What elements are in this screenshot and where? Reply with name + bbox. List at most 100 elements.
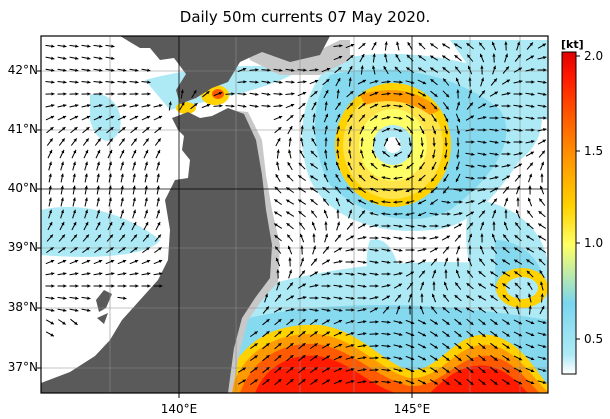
current-arrow-head — [346, 199, 350, 203]
current-arrow-head — [374, 307, 378, 311]
current-arrow-head — [387, 92, 391, 96]
current-arrow-head — [242, 67, 247, 72]
current-arrow-head — [433, 105, 438, 110]
current-arrow-head — [458, 223, 462, 227]
current-arrow-head — [490, 271, 494, 275]
current-arrow-head — [303, 308, 307, 312]
current-arrow-head — [505, 186, 509, 190]
current-arrow-head — [539, 185, 543, 190]
current-arrow-head — [445, 118, 449, 122]
current-arrow-head — [98, 247, 102, 251]
current-arrow-head — [278, 115, 283, 119]
current-arrow-head — [483, 164, 487, 168]
current-arrow-head — [374, 115, 378, 119]
current-arrow-head — [483, 188, 487, 192]
current-arrow-head — [360, 65, 364, 69]
current-arrow-head — [50, 127, 54, 131]
current-arrow-head — [219, 104, 223, 108]
current-arrow-head — [443, 78, 447, 82]
current-arrow-head — [288, 137, 292, 141]
current-arrow-head — [132, 161, 136, 166]
current-arrow-head — [302, 367, 306, 371]
current-arrow-head — [63, 104, 67, 108]
current-arrow-head — [456, 257, 460, 261]
current-arrow-head — [471, 200, 475, 204]
current-arrow-head — [63, 308, 67, 312]
current-arrow-head — [274, 186, 279, 191]
lat-label-40: 40°N — [7, 181, 38, 195]
current-arrow-head — [423, 248, 427, 252]
current-arrow-head — [310, 187, 314, 191]
current-arrow-head — [504, 41, 508, 45]
colorbar — [561, 51, 577, 375]
current-arrow-head — [519, 104, 523, 108]
current-arrow-head — [347, 162, 351, 166]
current-arrow-head — [407, 154, 411, 158]
current-arrow-head — [168, 101, 172, 105]
current-arrow-head — [74, 259, 79, 263]
current-arrow-head — [363, 272, 367, 276]
current-arrow-head — [480, 221, 485, 226]
current-arrow-head — [531, 128, 535, 132]
current-arrow-head — [60, 185, 64, 189]
current-arrow-head — [478, 271, 482, 275]
current-arrow-head — [338, 343, 343, 347]
current-arrow-head — [459, 212, 463, 216]
current-arrow-head — [530, 369, 535, 373]
current-arrow-head — [531, 92, 535, 96]
current-arrow-head — [97, 234, 101, 238]
current-arrow-head — [206, 91, 210, 95]
current-arrow-head — [526, 247, 530, 251]
current-arrow-head — [123, 80, 127, 84]
current-arrow-head — [471, 128, 475, 132]
current-arrow-head — [420, 293, 424, 297]
current-arrow-head — [471, 152, 475, 156]
map-title: Daily 50m currents 07 May 2020. — [179, 8, 431, 26]
current-arrow-head — [445, 106, 449, 110]
current-arrow-head — [467, 65, 471, 70]
current-arrow-head — [542, 368, 547, 372]
current-arrow-head — [48, 197, 52, 201]
current-arrow-head — [275, 257, 279, 262]
current-arrow-head — [358, 199, 362, 203]
current-arrow-head — [410, 380, 415, 385]
current-arrow-head — [133, 222, 137, 226]
current-arrow-head — [470, 333, 474, 337]
current-arrow-head — [290, 355, 294, 359]
current-arrow-head — [156, 185, 160, 189]
current-arrow-head — [303, 296, 307, 300]
current-arrow-head — [492, 209, 497, 214]
current-arrow-head — [481, 210, 485, 214]
current-arrow-head — [528, 185, 532, 189]
current-arrow-head — [433, 258, 437, 262]
colorbar-tick-1-5: 1.5 — [584, 144, 604, 158]
current-arrow-head — [374, 91, 379, 96]
current-arrow-head — [518, 381, 522, 385]
lat-label-38: 38°N — [7, 300, 38, 314]
current-arrow-head — [518, 67, 522, 71]
current-arrow-head — [482, 103, 486, 107]
current-arrow-head — [434, 357, 438, 361]
current-arrow-head — [110, 127, 114, 131]
current-arrow-head — [61, 149, 65, 154]
current-arrow-head — [310, 175, 314, 179]
current-arrow-head — [144, 161, 148, 166]
current-arrow-head — [375, 344, 379, 348]
current-arrow-head — [267, 104, 271, 108]
current-arrow-head — [467, 270, 471, 274]
current-arrow-head — [375, 272, 379, 276]
current-arrow-head — [274, 199, 278, 203]
current-arrow-head — [144, 185, 148, 189]
current-arrow-head — [381, 212, 385, 216]
current-arrow-head — [290, 331, 294, 335]
current-arrow-head — [348, 137, 352, 141]
current-arrow-head — [444, 155, 448, 159]
current-arrow-head — [418, 177, 422, 181]
current-arrow-head — [375, 320, 379, 324]
current-arrow-head — [363, 332, 367, 336]
current-arrow-head — [335, 161, 340, 166]
current-arrow-head — [540, 173, 544, 177]
current-arrow-head — [399, 116, 403, 120]
current-arrow-head — [442, 55, 446, 59]
current-arrow-head — [310, 163, 314, 167]
